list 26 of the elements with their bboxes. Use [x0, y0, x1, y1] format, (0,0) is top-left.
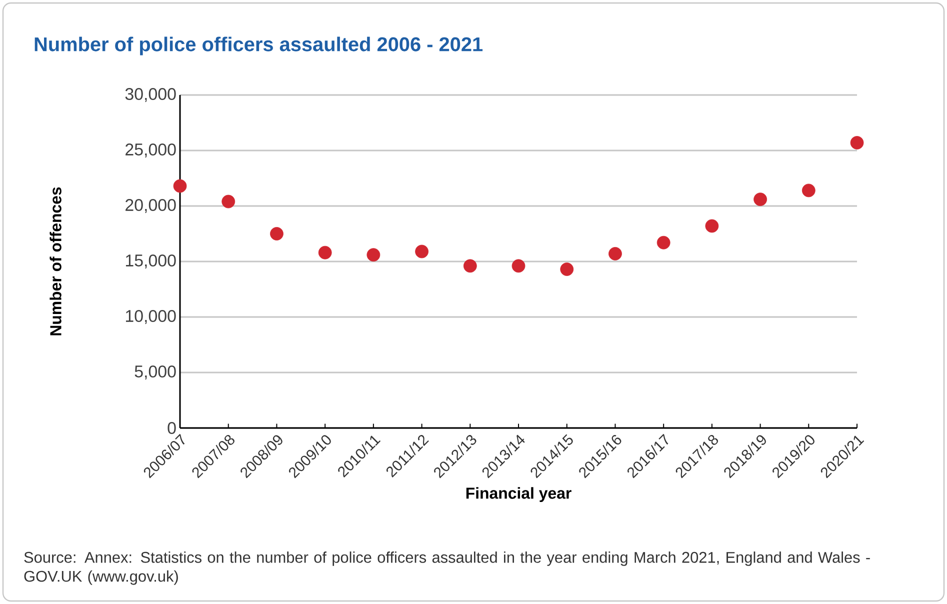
y-tick-label: 20,000 — [126, 198, 176, 213]
y-tick-label: 0 — [168, 422, 176, 434]
point — [705, 219, 719, 233]
y-tick-label: 25,000 — [126, 143, 176, 158]
y-tick-label: 30,000 — [125, 88, 176, 102]
chart-title: Number of police officers assaulted 2006 - 2021 — [34, 36, 483, 56]
point — [608, 247, 622, 260]
y-tick-label: 5,000 — [134, 365, 176, 380]
point — [222, 194, 236, 208]
point — [318, 246, 332, 260]
point — [173, 179, 187, 193]
point — [802, 184, 816, 198]
point — [415, 244, 428, 258]
point — [754, 192, 767, 206]
point — [850, 136, 864, 150]
y-tick-label: 10,000 — [126, 310, 176, 324]
point — [270, 227, 284, 240]
y-tick-label: 15,000 — [126, 254, 176, 268]
point — [560, 262, 574, 276]
y-axis-title: Number of offences — [50, 187, 62, 336]
point — [366, 248, 380, 262]
x-axis-title: Financial year — [466, 487, 572, 502]
point — [463, 259, 477, 273]
source-note: Source: Annex: Statistics on the number of police officers assaulted in the year ending March 2021, England and Wales - GOV.UK (www.gov.uk) — [24, 552, 870, 585]
point — [512, 259, 526, 273]
point — [656, 236, 670, 250]
